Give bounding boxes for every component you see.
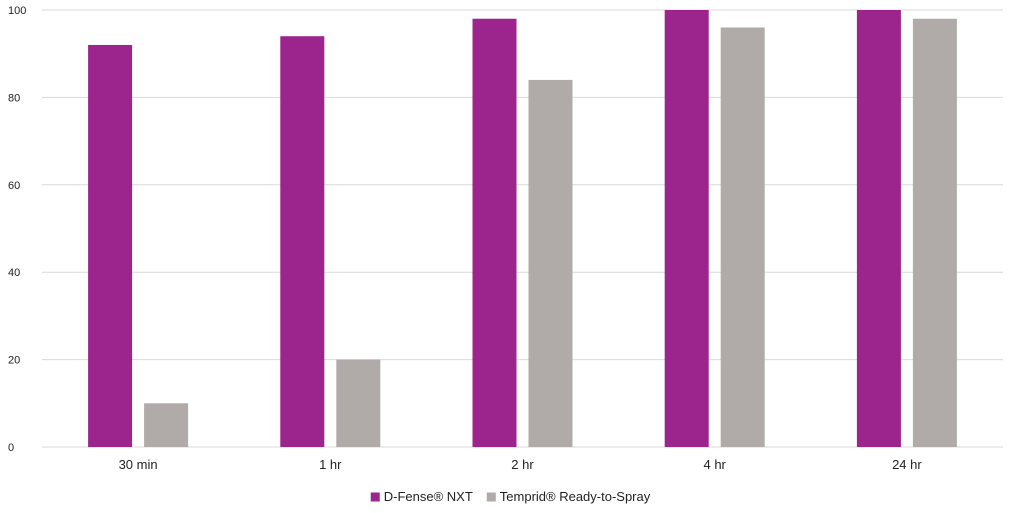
legend-swatch-temprid: [487, 493, 496, 502]
x-category-label: 4 hr: [703, 457, 726, 472]
y-tick-label: 100: [8, 5, 26, 17]
legend-swatch-dfense: [371, 493, 380, 502]
x-category-label: 24 hr: [892, 457, 922, 472]
bar-dfense-4: [857, 10, 901, 447]
bar-dfense-3: [665, 10, 709, 447]
y-tick-label: 80: [8, 92, 20, 104]
y-tick-label: 60: [8, 180, 20, 192]
bars: [88, 10, 957, 447]
x-category-label: 1 hr: [319, 457, 342, 472]
legend: D-Fense® NXT Temprid® Ready-to-Spray: [371, 489, 651, 504]
bar-temprid-2: [529, 80, 573, 447]
legend-label-temprid: Temprid® Ready-to-Spray: [500, 489, 651, 504]
bar-dfense-2: [473, 19, 517, 447]
bar-temprid-3: [721, 27, 765, 447]
bar-temprid-0: [144, 403, 188, 447]
bar-dfense-0: [88, 45, 132, 447]
y-tick-label: 0: [8, 442, 14, 454]
bar-temprid-4: [913, 19, 957, 447]
y-axis-ticks: 0 20 40 60 80 100: [8, 5, 26, 454]
x-category-label: 2 hr: [511, 457, 534, 472]
x-axis-categories: 30 min 1 hr 2 hr 4 hr 24 hr: [119, 457, 923, 472]
bar-dfense-1: [280, 36, 324, 447]
legend-label-dfense: D-Fense® NXT: [384, 489, 473, 504]
y-tick-label: 40: [8, 267, 20, 279]
bar-temprid-1: [336, 360, 380, 447]
y-tick-label: 20: [8, 355, 20, 367]
x-category-label: 30 min: [119, 457, 158, 472]
